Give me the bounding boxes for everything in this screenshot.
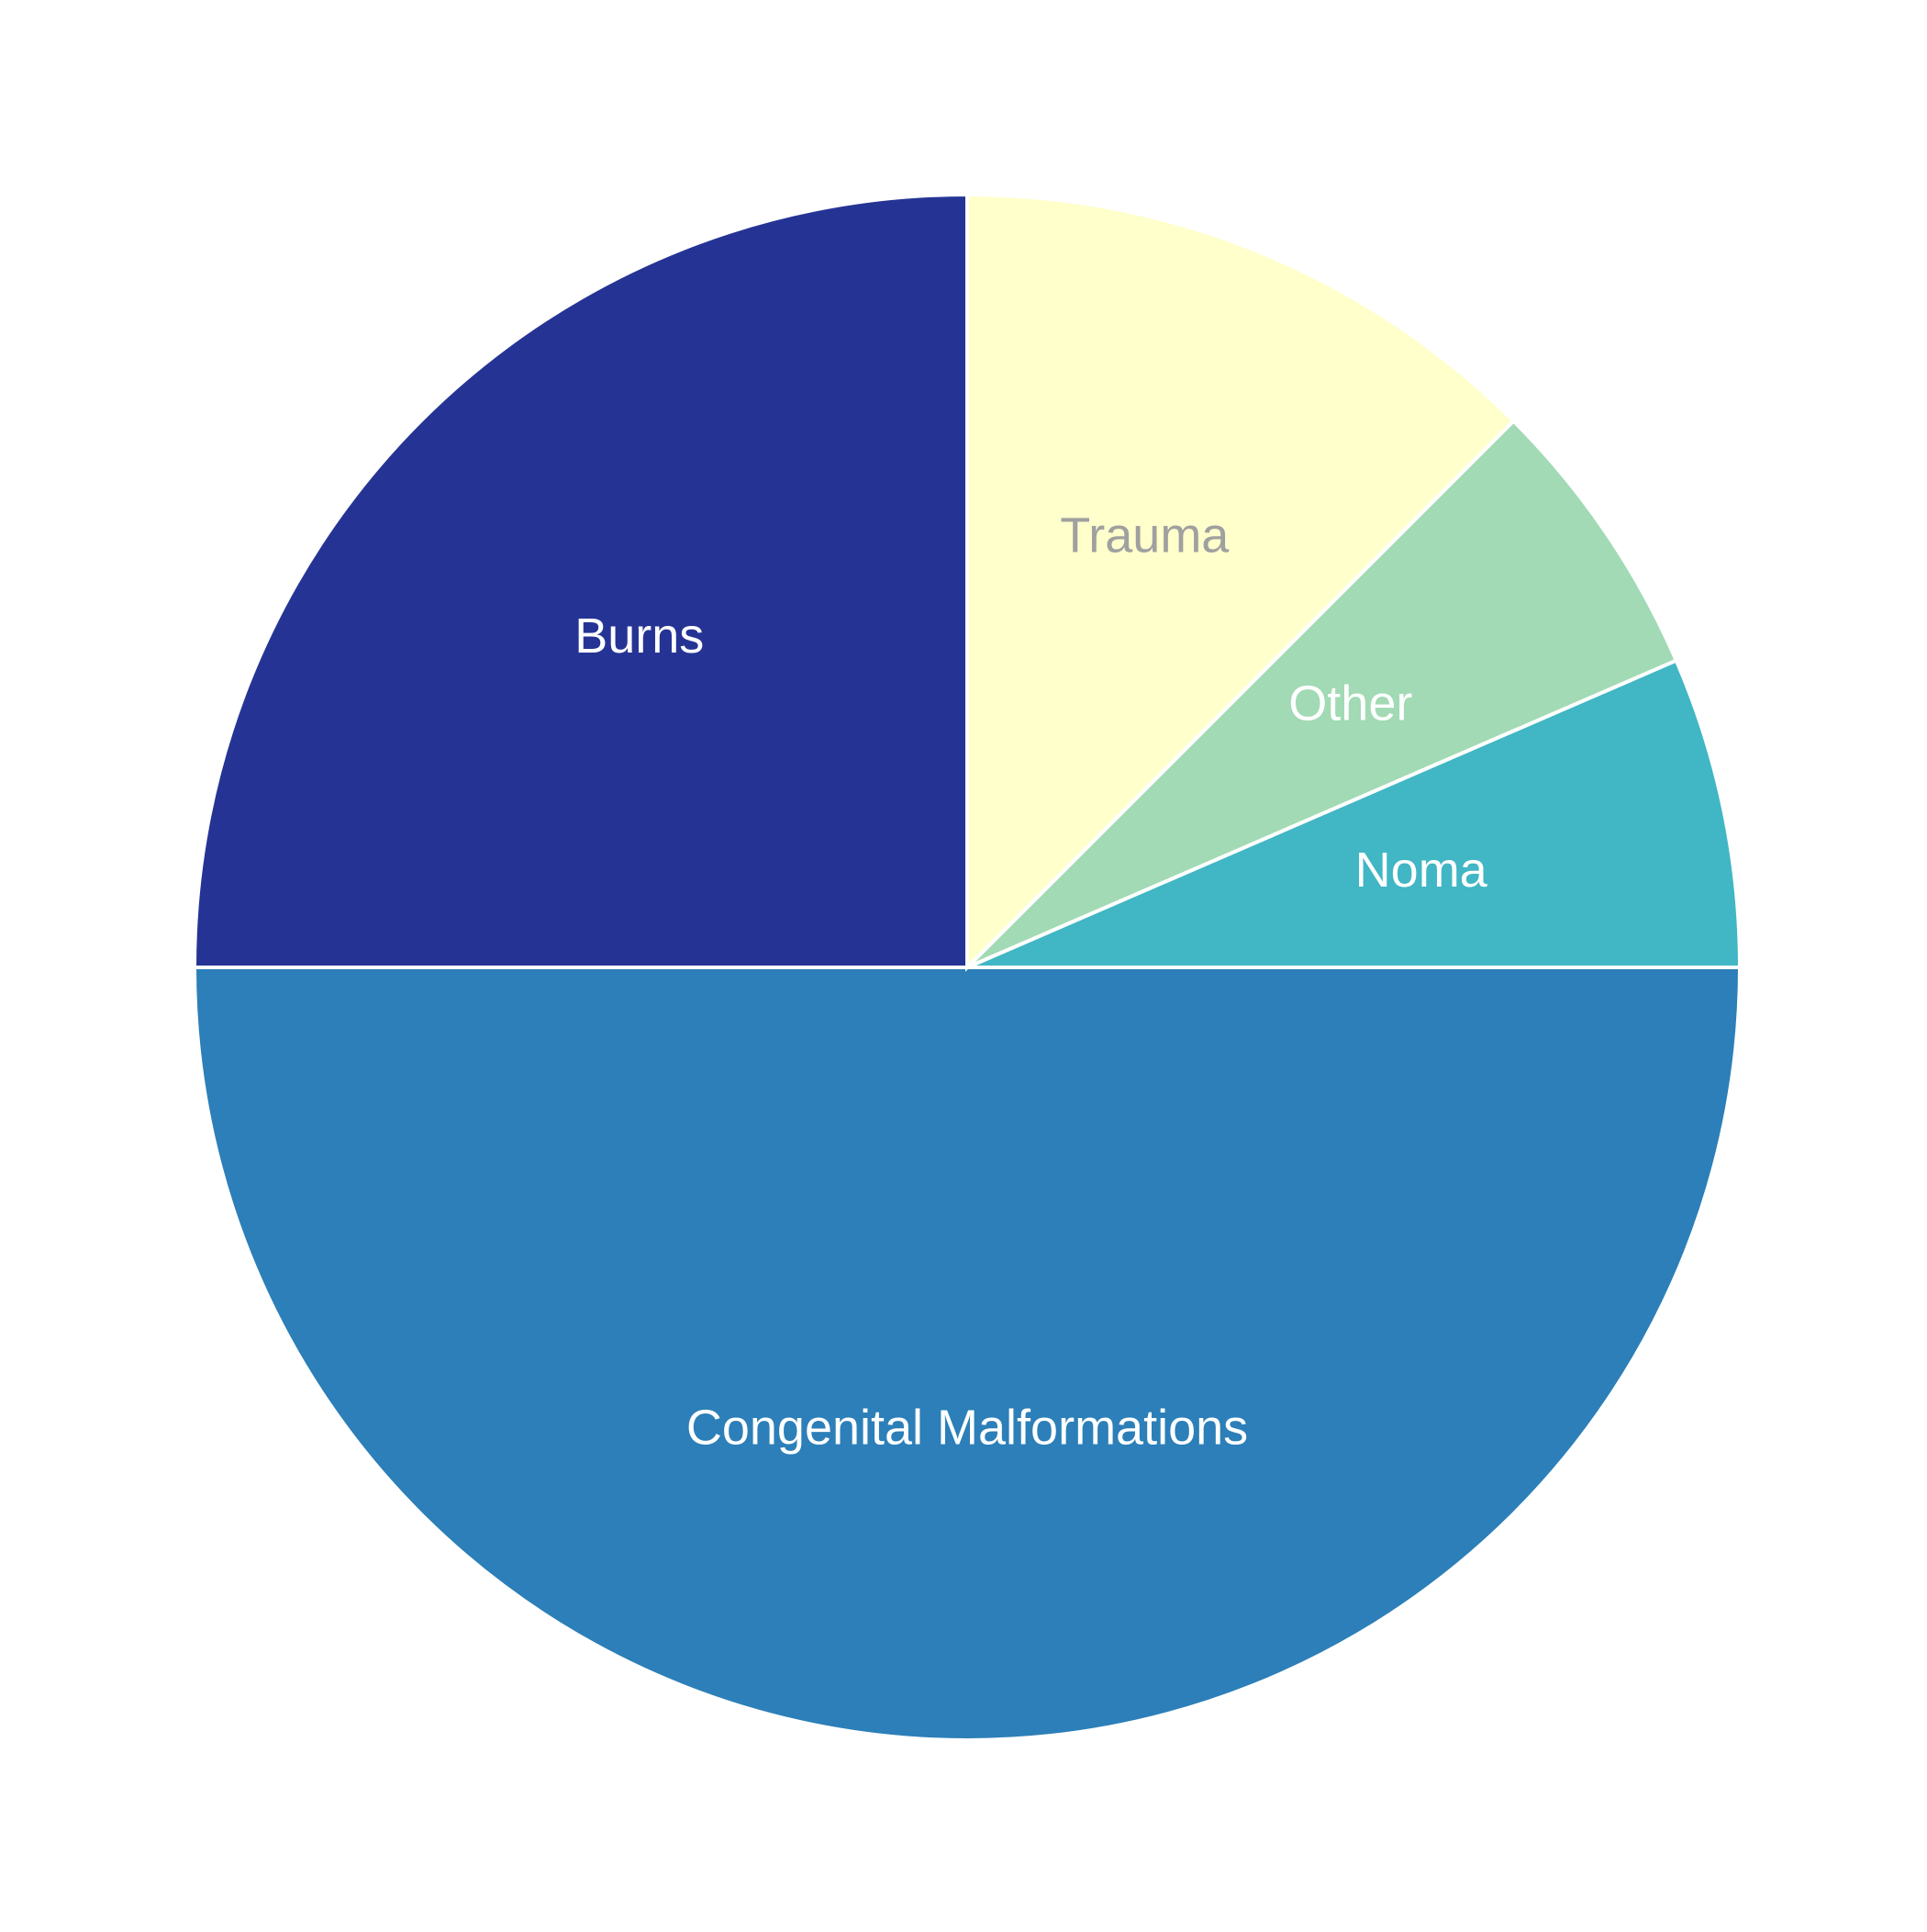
pie-slice-burns — [192, 192, 969, 969]
slice-label-congenital-malformations: Congenital Malformations — [686, 1400, 1248, 1455]
pie-slice-congenital-malformations — [192, 966, 1743, 1742]
slice-label-burns: Burns — [574, 609, 704, 664]
slice-label-noma: Noma — [1355, 843, 1488, 898]
labels-layer: Burns Congenital Malformations Noma Other Tr… — [574, 508, 1487, 1456]
pie-slice-trauma — [965, 192, 1517, 972]
pie-slice-other — [965, 418, 1679, 969]
slices-layer — [192, 192, 1743, 1742]
slice-label-trauma: Trauma — [1060, 508, 1230, 564]
slice-label-other: Other — [1288, 676, 1412, 731]
pie-slice-noma — [966, 657, 1743, 969]
